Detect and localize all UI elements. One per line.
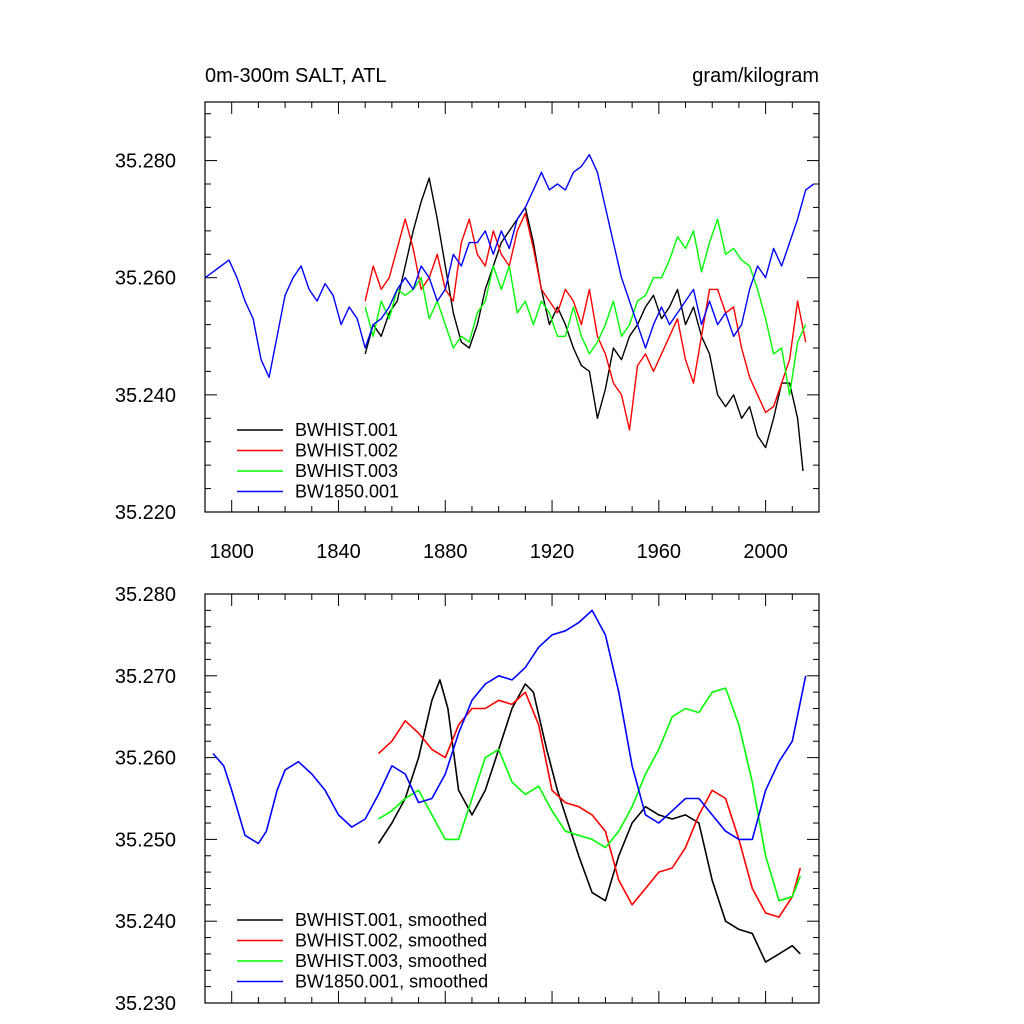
series-line-bw1850-001-smoothed	[212, 609, 807, 845]
y-tick-label: 35.270	[115, 666, 176, 688]
y-tick-label: 35.230	[115, 993, 176, 1015]
chart-title: 0m-300m SALT, ATL	[205, 65, 387, 87]
x-tick-label: 1920	[530, 541, 575, 563]
series-line-bwhist-002-smoothed	[377, 691, 802, 918]
y-tick-label: 35.240	[115, 385, 176, 407]
legend-label: BWHIST.002, smoothed	[295, 931, 487, 951]
series-line-bwhist-003	[364, 218, 807, 396]
plot-frame	[204, 593, 820, 1004]
y-tick-label: 35.240	[115, 911, 176, 933]
y-tick-label: 35.280	[115, 151, 176, 173]
legend-label: BW1850.001	[295, 482, 399, 502]
y-tick-label: 35.220	[115, 502, 176, 524]
legend-label: BWHIST.002	[295, 441, 398, 461]
x-tick-label: 1880	[423, 541, 468, 563]
series-line-bw1850-001	[205, 154, 815, 378]
series-line-bwhist-001-smoothed	[377, 679, 801, 963]
x-tick-label: 1800	[209, 541, 254, 563]
bottom-chart-smoothed: 35.230 35.240 35.250 35.260 35.270 35.280 BWHI…	[115, 584, 820, 1015]
legend-label: BWHIST.003, smoothed	[295, 951, 487, 971]
y-tick-label: 35.250	[115, 829, 176, 851]
y-tick-label: 35.280	[115, 584, 176, 606]
y-tick-label: 35.260	[115, 268, 176, 290]
x-tick-label: 1840	[316, 541, 361, 563]
x-tick-label: 1960	[637, 541, 682, 563]
y-tick-label: 35.260	[115, 748, 176, 770]
series-line-bwhist-002	[364, 212, 807, 431]
top-chart-raw: 35.220 35.240 35.260 35.280 1800 1840 1880 1920…	[115, 65, 820, 563]
legend-label: BWHIST.001	[295, 420, 398, 440]
plot-frame	[204, 101, 820, 513]
series-line-bwhist-003-smoothed	[378, 687, 802, 902]
x-tick-label: 2000	[743, 541, 788, 563]
legend-label: BW1850.001, smoothed	[295, 972, 488, 992]
chart-units: gram/kilogram	[692, 65, 819, 87]
legend-label: BWHIST.003	[295, 461, 398, 481]
series-line-bwhist-001	[364, 177, 804, 472]
legend-label: BWHIST.001, smoothed	[295, 910, 487, 930]
